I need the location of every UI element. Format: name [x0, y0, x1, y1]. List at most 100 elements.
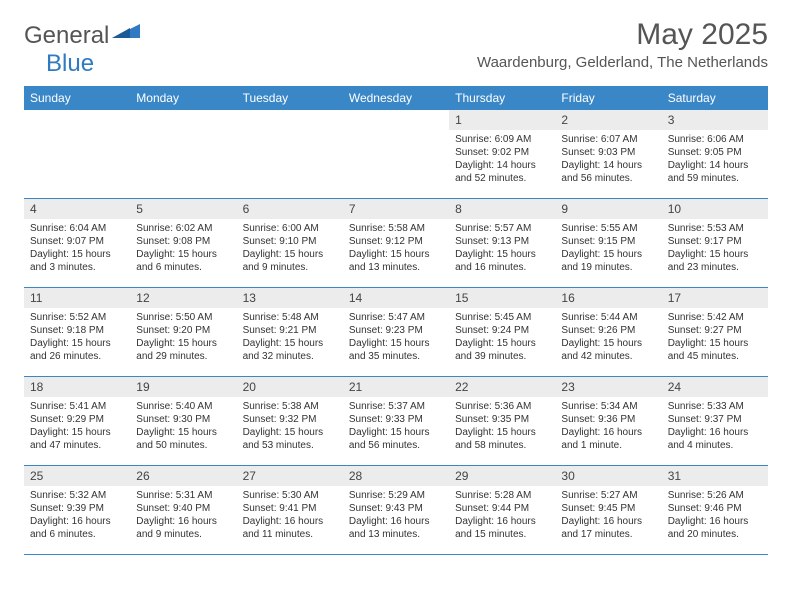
- calendar-day: [237, 110, 343, 198]
- daylight-text: Daylight: 15 hours and 19 minutes.: [561, 248, 655, 274]
- sunset-text: Sunset: 9:17 PM: [668, 235, 762, 248]
- weekday-header: Sunday: [24, 86, 130, 110]
- calendar-week: 11Sunrise: 5:52 AMSunset: 9:18 PMDayligh…: [24, 288, 768, 377]
- sunrise-text: Sunrise: 5:44 AM: [561, 311, 655, 324]
- day-number: 25: [24, 466, 130, 486]
- sunset-text: Sunset: 9:05 PM: [668, 146, 762, 159]
- day-number: 14: [343, 288, 449, 308]
- calendar-day: 4Sunrise: 6:04 AMSunset: 9:07 PMDaylight…: [24, 199, 130, 287]
- sunset-text: Sunset: 9:35 PM: [455, 413, 549, 426]
- sunrise-text: Sunrise: 5:33 AM: [668, 400, 762, 413]
- day-number: 29: [449, 466, 555, 486]
- day-number: 1: [449, 110, 555, 130]
- day-number: 5: [130, 199, 236, 219]
- calendar-day: 26Sunrise: 5:31 AMSunset: 9:40 PMDayligh…: [130, 466, 236, 554]
- day-info: Sunrise: 5:55 AMSunset: 9:15 PMDaylight:…: [555, 219, 661, 278]
- sunrise-text: Sunrise: 5:42 AM: [668, 311, 762, 324]
- sunset-text: Sunset: 9:46 PM: [668, 502, 762, 515]
- sunrise-text: Sunrise: 5:45 AM: [455, 311, 549, 324]
- day-info: Sunrise: 5:42 AMSunset: 9:27 PMDaylight:…: [662, 308, 768, 367]
- calendar-day: 22 Sunrise: 5:36 AMSunset: 9:35 PMDayligh…: [449, 377, 555, 465]
- sunset-text: Sunset: 9:32 PM: [243, 413, 337, 426]
- calendar-day: 15Sunrise: 5:45 AMSunset: 9:24 PMDayligh…: [449, 288, 555, 376]
- calendar: Sunday Monday Tuesday Wednesday Thursday…: [24, 86, 768, 555]
- daylight-text: Daylight: 15 hours and 26 minutes.: [30, 337, 124, 363]
- day-number: [24, 110, 130, 116]
- calendar-day: 25Sunrise: 5:32 AMSunset: 9:39 PMDayligh…: [24, 466, 130, 554]
- sunrise-text: Sunrise: 5:37 AM: [349, 400, 443, 413]
- calendar-day: 23Sunrise: 5:34 AMSunset: 9:36 PMDayligh…: [555, 377, 661, 465]
- calendar-day: 3Sunrise: 6:06 AMSunset: 9:05 PMDaylight…: [662, 110, 768, 198]
- calendar-week: 1Sunrise: 6:09 AMSunset: 9:02 PMDaylight…: [24, 110, 768, 199]
- day-number: [237, 110, 343, 116]
- sunrise-text: Sunrise: 5:26 AM: [668, 489, 762, 502]
- sunset-text: Sunset: 9:30 PM: [136, 413, 230, 426]
- calendar-day: [24, 110, 130, 198]
- day-number: 21: [343, 377, 449, 397]
- sunset-text: Sunset: 9:41 PM: [243, 502, 337, 515]
- calendar-day: 30Sunrise: 5:27 AMSunset: 9:45 PMDayligh…: [555, 466, 661, 554]
- calendar-day: [130, 110, 236, 198]
- sunset-text: Sunset: 9:21 PM: [243, 324, 337, 337]
- daylight-text: Daylight: 15 hours and 29 minutes.: [136, 337, 230, 363]
- day-info: Sunrise: 6:02 AMSunset: 9:08 PMDaylight:…: [130, 219, 236, 278]
- day-number: 23: [555, 377, 661, 397]
- day-number: 26: [130, 466, 236, 486]
- day-number: 20: [237, 377, 343, 397]
- day-number: 6: [237, 199, 343, 219]
- day-number: 24: [662, 377, 768, 397]
- day-number: 18: [24, 377, 130, 397]
- day-info: Sunrise: 6:00 AMSunset: 9:10 PMDaylight:…: [237, 219, 343, 278]
- day-info: Sunrise: 5:40 AMSunset: 9:30 PMDaylight:…: [130, 397, 236, 456]
- sunrise-text: Sunrise: 5:38 AM: [243, 400, 337, 413]
- calendar-day: 31 Sunrise: 5:26 AMSunset: 9:46 PMDayligh…: [662, 466, 768, 554]
- day-info: Sunrise: 5:50 AMSunset: 9:20 PMDaylight:…: [130, 308, 236, 367]
- weekday-header: Thursday: [449, 86, 555, 110]
- calendar-day: 18Sunrise: 5:41 AMSunset: 9:29 PMDayligh…: [24, 377, 130, 465]
- weekday-header: Saturday: [662, 86, 768, 110]
- sunrise-text: Sunrise: 5:55 AM: [561, 222, 655, 235]
- day-info: Sunrise: 6:04 AMSunset: 9:07 PMDaylight:…: [24, 219, 130, 278]
- sunrise-text: Sunrise: 6:02 AM: [136, 222, 230, 235]
- day-info: Sunrise: 6:06 AMSunset: 9:05 PMDaylight:…: [662, 130, 768, 189]
- sunset-text: Sunset: 9:10 PM: [243, 235, 337, 248]
- header: General Blue May 2025 Waardenburg, Gelde…: [24, 18, 768, 78]
- day-number: 17: [662, 288, 768, 308]
- day-number: 3: [662, 110, 768, 130]
- title-block: May 2025 Waardenburg, Gelderland, The Ne…: [477, 18, 768, 71]
- sunset-text: Sunset: 9:39 PM: [30, 502, 124, 515]
- sunset-text: Sunset: 9:08 PM: [136, 235, 230, 248]
- weekday-header: Tuesday: [237, 86, 343, 110]
- daylight-text: Daylight: 15 hours and 6 minutes.: [136, 248, 230, 274]
- day-number: 8: [449, 199, 555, 219]
- sunset-text: Sunset: 9:40 PM: [136, 502, 230, 515]
- day-number: 31: [662, 466, 768, 486]
- location: Waardenburg, Gelderland, The Netherlands: [477, 54, 768, 71]
- day-number: 27: [237, 466, 343, 486]
- weekday-header: Friday: [555, 86, 661, 110]
- sunrise-text: Sunrise: 6:04 AM: [30, 222, 124, 235]
- sunrise-text: Sunrise: 5:28 AM: [455, 489, 549, 502]
- sunrise-text: Sunrise: 5:27 AM: [561, 489, 655, 502]
- calendar-day: 16Sunrise: 5:44 AMSunset: 9:26 PMDayligh…: [555, 288, 661, 376]
- daylight-text: Daylight: 16 hours and 6 minutes.: [30, 515, 124, 541]
- day-number: 11: [24, 288, 130, 308]
- day-info: Sunrise: 5:33 AMSunset: 9:37 PMDaylight:…: [662, 397, 768, 456]
- sunset-text: Sunset: 9:29 PM: [30, 413, 124, 426]
- calendar-day: 1Sunrise: 6:09 AMSunset: 9:02 PMDaylight…: [449, 110, 555, 198]
- sunrise-text: Sunrise: 5:31 AM: [136, 489, 230, 502]
- daylight-text: Daylight: 15 hours and 53 minutes.: [243, 426, 337, 452]
- sunrise-text: Sunrise: 5:36 AM: [455, 400, 549, 413]
- calendar-day: 29Sunrise: 5:28 AMSunset: 9:44 PMDayligh…: [449, 466, 555, 554]
- day-number: 12: [130, 288, 236, 308]
- daylight-text: Daylight: 15 hours and 56 minutes.: [349, 426, 443, 452]
- daylight-text: Daylight: 16 hours and 20 minutes.: [668, 515, 762, 541]
- sunset-text: Sunset: 9:13 PM: [455, 235, 549, 248]
- day-info: Sunrise: 5:29 AMSunset: 9:43 PMDaylight:…: [343, 486, 449, 545]
- weekday-header-row: Sunday Monday Tuesday Wednesday Thursday…: [24, 86, 768, 110]
- calendar-day: 6Sunrise: 6:00 AMSunset: 9:10 PMDaylight…: [237, 199, 343, 287]
- calendar-day: 9Sunrise: 5:55 AMSunset: 9:15 PMDaylight…: [555, 199, 661, 287]
- day-info: Sunrise: 5:58 AMSunset: 9:12 PMDaylight:…: [343, 219, 449, 278]
- day-number: 22: [449, 377, 555, 397]
- daylight-text: Daylight: 15 hours and 58 minutes.: [455, 426, 549, 452]
